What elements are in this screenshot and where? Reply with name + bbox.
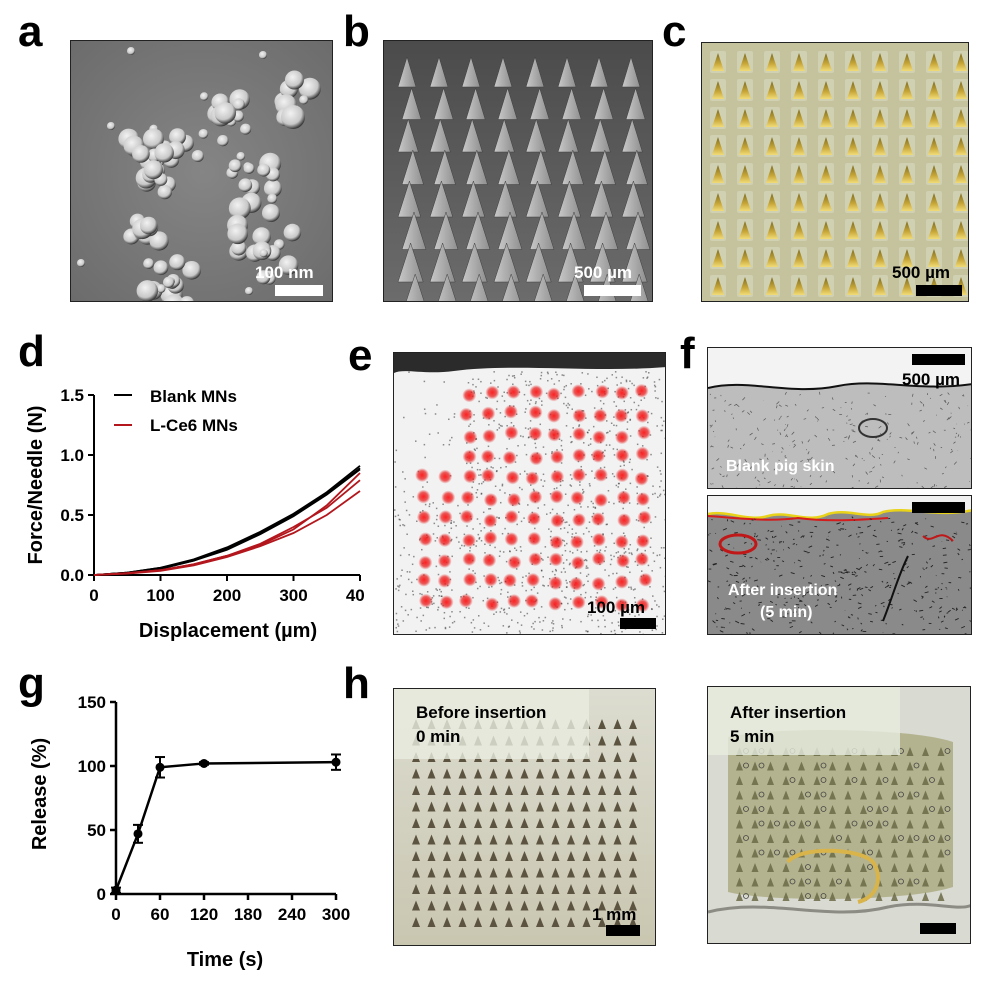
g-x-tick-label: 120 xyxy=(190,905,218,924)
d-y-tick-label: 0.5 xyxy=(60,506,84,525)
panel-label-g: g xyxy=(18,659,45,708)
blank-pig-skin-label: Blank pig skin xyxy=(726,458,835,475)
patch-after-image: After insertion 5 min xyxy=(707,686,971,944)
d-x-tick-label: 400 xyxy=(346,586,365,605)
before-insertion-time: 0 min xyxy=(416,727,461,746)
scale-bar-label-h: 1 mm xyxy=(592,905,637,924)
release-chart: 0 60 120 180 240 300 0 50 100 150 Release (%) Tim… xyxy=(29,693,350,971)
g-x-tick-label: 60 xyxy=(151,905,170,924)
after-insertion-time-label: (5 min) xyxy=(760,604,813,621)
d-series-line-lce6-4 xyxy=(93,479,361,576)
g-x-tick-label: 0 xyxy=(111,905,120,924)
panel-label-c: c xyxy=(662,7,687,56)
panel-label-f: f xyxy=(680,329,695,378)
patch-photo xyxy=(702,43,968,301)
g-y-axis-label: Release (%) xyxy=(29,738,51,850)
d-series-line-lce6-5 xyxy=(93,490,361,576)
sem-micrograph xyxy=(384,41,652,301)
scale-bar-b xyxy=(584,285,641,296)
g-y-tick-label: 0 xyxy=(97,885,106,904)
panel-label-e: e xyxy=(348,331,373,380)
d-y-tick-label: 1.0 xyxy=(60,446,84,465)
g-data-point xyxy=(155,762,165,772)
histology-blank-section xyxy=(708,348,971,488)
g-y-tick-label: 150 xyxy=(78,693,106,712)
panel-label-b: b xyxy=(343,7,370,56)
scale-bar-label-b: 500 µm xyxy=(574,263,632,282)
g-y-tick-label: 100 xyxy=(78,757,106,776)
legend-label-blank: Blank MNs xyxy=(150,387,237,406)
optical-patch-image: 500 µm xyxy=(701,42,969,302)
g-x-tick-label: 180 xyxy=(234,905,262,924)
panel-label-h: h xyxy=(343,659,370,708)
d-x-tick-label: 100 xyxy=(146,586,174,605)
scale-bar-label-a: 100 nm xyxy=(255,263,314,282)
histology-after-insertion: After insertion (5 min) xyxy=(707,495,972,635)
panel-label-d: d xyxy=(18,327,45,376)
g-x-axis-label: Time (s) xyxy=(187,949,263,971)
d-y-tick-label: 0.0 xyxy=(60,566,84,585)
g-data-point xyxy=(199,758,209,768)
after-insertion-photo-time: 5 min xyxy=(730,727,775,746)
scale-bar-label-e: 100 µm xyxy=(587,598,645,617)
g-data-point xyxy=(133,829,143,839)
patch-before-photo xyxy=(394,689,655,945)
d-x-axis-label: Displacement (µm) xyxy=(139,620,317,642)
scale-bar-f-top xyxy=(912,354,965,365)
patch-after-photo xyxy=(708,687,970,943)
force-displacement-chart: 0 100 200 300 400 0.0 0.5 1.0 1.5 Force/Needle (… xyxy=(25,386,365,642)
fluorescence-image: 100 µm xyxy=(393,352,666,635)
after-insertion-label: After insertion xyxy=(728,582,838,599)
g-release-line xyxy=(114,760,337,891)
histology-blank-skin: 500 µm Blank pig skin xyxy=(707,347,972,489)
patch-before-image: Before insertion 0 min 1 mm xyxy=(393,688,656,946)
fluorescence-overlay xyxy=(394,353,665,634)
legend-label-lce6: L-Ce6 MNs xyxy=(150,416,238,435)
sem-image: 500 µm xyxy=(383,40,653,302)
d-x-tick-label: 300 xyxy=(279,586,307,605)
after-insertion-photo-label: After insertion xyxy=(730,703,847,722)
scale-bar-e xyxy=(620,618,656,629)
g-x-tick-label: 300 xyxy=(322,905,350,924)
scale-bar-label-c: 500 µm xyxy=(892,263,950,282)
histology-inserted-section xyxy=(708,496,971,634)
d-y-axis-label: Force/Needle (N) xyxy=(25,406,47,565)
d-x-tick-label: 0 xyxy=(89,586,98,605)
scale-bar-label-f: 500 µm xyxy=(902,370,960,389)
scale-bar-c xyxy=(916,285,962,296)
g-data-point xyxy=(111,885,121,895)
g-data-point xyxy=(331,757,341,767)
g-x-tick-label: 240 xyxy=(278,905,306,924)
panel-label-a: a xyxy=(18,7,43,56)
d-series-line-blank-0 xyxy=(93,465,361,576)
d-series-line-blank-1 xyxy=(93,467,361,576)
g-y-tick-label: 50 xyxy=(87,821,106,840)
scale-bar-f-bottom xyxy=(912,502,965,513)
tem-micrograph xyxy=(71,41,332,301)
d-series-line-lce6-3 xyxy=(93,472,361,576)
scale-bar-h-left xyxy=(606,925,640,936)
d-series-line-blank-2 xyxy=(93,468,361,576)
scale-bar-h-right xyxy=(920,923,956,934)
before-insertion-label: Before insertion xyxy=(416,703,547,722)
scale-bar-a xyxy=(275,285,323,296)
d-y-tick-label: 1.5 xyxy=(60,386,84,405)
d-x-tick-label: 200 xyxy=(213,586,241,605)
tem-image: 100 nm xyxy=(70,40,333,302)
